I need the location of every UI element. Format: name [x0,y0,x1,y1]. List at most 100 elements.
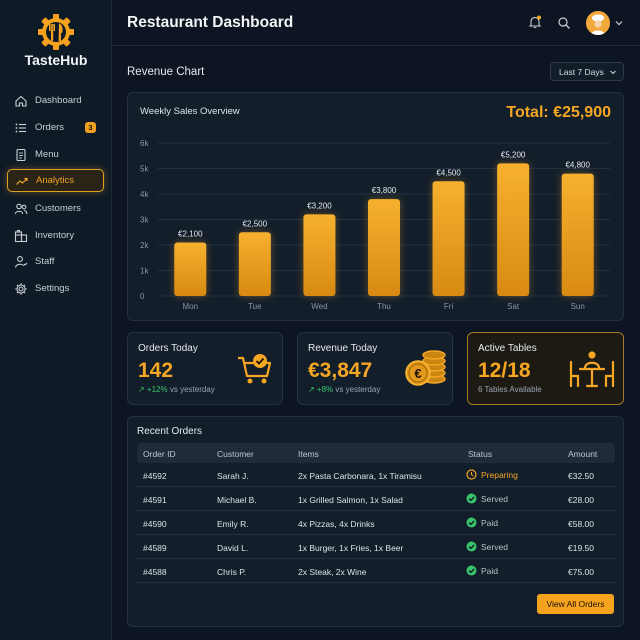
sidebar-item-label: Orders [35,122,65,133]
revenue-chart-card: Weekly Sales Overview Total: €25,900 0 1k… [127,92,624,321]
table-row[interactable]: #4591 Michael B. 1x Grilled Salmon, 1x S… [137,487,615,511]
column-header: Status [468,449,493,459]
list-icon [15,123,26,132]
order-customer: Emily R. [217,519,249,529]
data-label: €2,500 [243,219,268,228]
status-text: Preparing [481,469,518,480]
order-amount: €75.00 [568,567,594,577]
order-items: 1x Burger, 1x Fries, 1x Beer [298,543,404,553]
order-id: #4592 [143,471,167,481]
column-header: Amount [568,449,598,459]
data-label: €3,200 [307,201,332,210]
order-items: 1x Grilled Salmon, 1x Salad [298,495,403,505]
home-icon [15,95,27,107]
delta-up: ↗ +12% [138,385,168,394]
sidebar-item-staff[interactable]: Staff [7,250,104,273]
orders-today-card: Orders Today 142 ↗ +12% vs yesterday [127,332,283,405]
table-row[interactable]: #4589 David L. 1x Burger, 1x Fries, 1x B… [137,535,615,559]
data-label: €3,800 [372,186,397,195]
order-items: 2x Pasta Carbonara, 1x Tiramisu [298,471,422,481]
order-customer: David L. [217,543,249,553]
sidebar-item-label: Inventory [35,230,75,241]
clock-icon [466,469,477,480]
recent-orders-title: Recent Orders [137,426,203,437]
order-items: 4x Pizzas, 4x Drinks [298,519,375,529]
check-circle-icon [466,565,477,576]
x-tick-label: Wed [311,302,327,311]
x-tick-label: Fri [444,302,454,311]
sidebar-item-inventory[interactable]: Inventory [7,224,104,247]
bar [303,214,336,296]
y-tick-label: 4k [140,190,149,199]
trend-icon [16,177,28,185]
data-label: €4,500 [436,168,461,177]
sidebar-item-dashboard[interactable]: Dashboard [7,89,104,112]
x-tick-label: Thu [377,302,391,311]
sidebar-item-label: Staff [35,256,55,267]
stat-label: Orders Today [138,343,198,354]
sidebar-item-settings[interactable]: Settings [7,277,104,300]
sidebar-item-label: Customers [35,203,81,214]
table-row[interactable]: #4592 Sarah J. 2x Pasta Carbonara, 1x Ti… [137,463,615,487]
svg-text:€: € [414,366,421,381]
x-tick-label: Sat [507,302,520,311]
avatar[interactable] [586,11,610,35]
tables-available: 6 Tables Available [478,385,542,394]
table-row[interactable]: #4590 Emily R. 4x Pizzas, 4x Drinks Paid… [137,511,615,535]
gear-icon [15,282,27,295]
sidebar-item-orders[interactable]: Orders 3 [7,116,104,139]
order-amount: €28.00 [568,495,594,505]
stat-label: Revenue Today [308,343,378,354]
document-icon [16,148,26,161]
sidebar-item-menu[interactable]: Menu [7,143,104,166]
delta-up: ↗ +8% [308,385,334,394]
status-text: Paid [481,565,499,576]
table-header: Order ID Customer Items Status Amount [137,443,615,463]
bell-icon[interactable] [528,15,542,29]
order-amount: €19.50 [568,543,594,553]
column-header: Items [298,449,319,459]
stat-value: 12/18 [478,359,531,382]
chart-subtitle: Weekly Sales Overview [140,106,240,117]
y-tick-label: 2k [140,241,149,250]
sidebar-item-analytics[interactable]: Analytics [7,169,104,192]
chef-gear-logo-icon [38,14,74,50]
bar [174,242,207,296]
stat-delta: ↗ +12% vs yesterday [138,385,215,394]
table-row[interactable]: #4588 Chris P. 2x Steak, 2x Wine Paid €7… [137,559,615,583]
order-id: #4588 [143,567,167,577]
status-text: Paid [481,517,499,528]
cart-check-icon [238,354,272,384]
y-tick-label: 1k [140,267,149,276]
stat-delta: ↗ +8% vs yesterday [308,385,380,394]
data-label: €4,800 [565,161,590,170]
x-tick-label: Sun [571,302,585,311]
bar [432,181,465,296]
order-amount: €32.50 [568,471,594,481]
status-text: Served [481,541,508,552]
view-all-orders-button[interactable]: View All Orders [537,594,614,614]
check-circle-icon [466,493,477,504]
sidebar-item-label: Analytics [36,175,75,186]
date-range-select[interactable]: Last 7 Days [550,62,624,81]
bar [368,199,400,296]
revenue-today-card: Revenue Today €3,847 ↗ +8% vs yesterday … [297,332,453,405]
person-icon [14,255,28,268]
check-circle-icon [466,517,477,528]
chart-total: Total: €25,900 [506,104,611,121]
status-badge: Paid [466,565,498,576]
revenue-section-title: Revenue Chart [127,66,205,78]
sidebar-item-customers[interactable]: Customers [7,197,104,220]
bar [238,232,271,296]
order-amount: €58.00 [568,519,594,529]
stat-value: €3,847 [308,359,373,382]
active-tables-card: Active Tables 12/18 6 Tables Available [467,332,624,405]
chef-avatar-icon [586,11,610,35]
chevron-down-icon[interactable] [614,18,624,28]
order-customer: Sarah J. [217,471,249,481]
chevron-down-icon [610,70,616,75]
recent-orders-card: Recent Orders Order ID Customer Items St… [127,416,624,627]
order-id: #4590 [143,519,167,529]
column-header: Customer [217,449,254,459]
search-icon[interactable] [557,16,571,30]
